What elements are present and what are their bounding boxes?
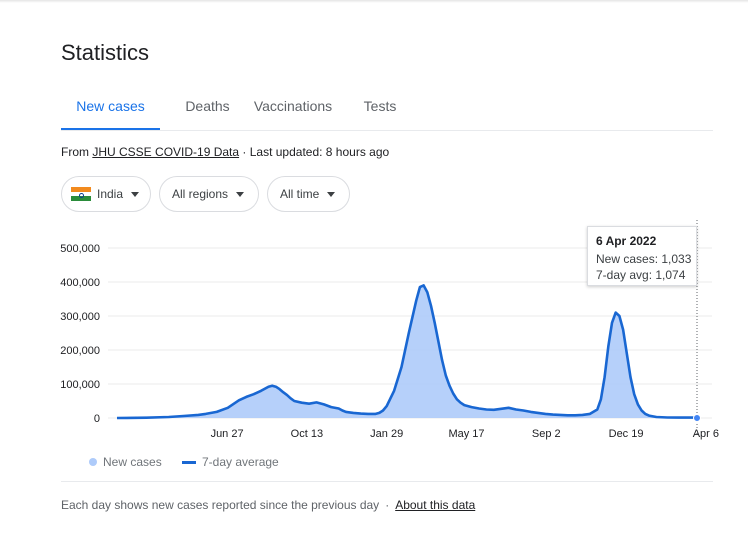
source-link[interactable]: JHU CSSE COVID-19 Data — [92, 145, 240, 159]
last-updated: · Last updated: 8 hours ago — [242, 145, 390, 159]
top-shadow — [0, 0, 748, 3]
y-tick-label: 500,000 — [60, 243, 100, 255]
y-tick-label: 200,000 — [60, 345, 100, 357]
legend-avg: 7-day average — [182, 455, 279, 469]
series-new-cases-area — [117, 285, 697, 418]
chevron-down-icon — [236, 191, 245, 197]
x-tick-label: Jan 29 — [370, 428, 403, 440]
tab-deaths[interactable]: Deaths — [185, 98, 230, 114]
footer-separator: · — [385, 498, 390, 512]
legend-avg-label: 7-day average — [202, 455, 279, 469]
tab-new-cases[interactable]: New cases — [61, 92, 160, 130]
divider — [61, 481, 713, 482]
x-tick-label: Jun 27 — [211, 428, 244, 440]
region-dropdown[interactable]: All regions — [159, 176, 259, 212]
legend-line-icon — [182, 460, 196, 464]
legend-new-cases-label: New cases — [103, 455, 162, 469]
india-flag-icon — [71, 187, 91, 201]
y-tick-label: 0 — [94, 413, 100, 425]
legend-new-cases: New cases — [89, 455, 162, 469]
tab-vaccinations[interactable]: Vaccinations — [253, 98, 333, 114]
x-tick-label: Dec 19 — [609, 428, 644, 440]
hover-point — [693, 414, 701, 422]
source-line: From JHU CSSE COVID-19 Data · Last updat… — [61, 145, 389, 159]
chevron-down-icon — [327, 191, 336, 197]
country-dropdown[interactable]: India — [61, 176, 151, 212]
tooltip-avg: 7-day avg: 1,074 — [596, 268, 686, 282]
x-tick-label: Apr 6 — [693, 428, 719, 440]
x-tick-label: Oct 13 — [291, 428, 323, 440]
y-tick-label: 300,000 — [60, 311, 100, 323]
time-label: All time — [280, 187, 320, 201]
x-tick-label: May 17 — [448, 428, 484, 440]
tab-tests[interactable]: Tests — [363, 98, 397, 114]
y-tick-label: 400,000 — [60, 277, 100, 289]
page-title: Statistics — [61, 40, 150, 65]
tooltip-new-cases: New cases: 1,033 — [596, 252, 692, 266]
cases-chart[interactable]: 500,000 400,000 300,000 200,000 100,000 0 Jun … — [0, 220, 748, 450]
footer: Each day shows new cases reported since … — [61, 498, 475, 512]
country-label: India — [97, 187, 124, 201]
x-tick-label: Sep 2 — [532, 428, 561, 440]
legend-dot-icon — [89, 458, 97, 466]
chevron-down-icon — [131, 191, 140, 197]
source-prefix: From — [61, 145, 89, 159]
footer-note: Each day shows new cases reported since … — [61, 498, 380, 512]
chart-tooltip: 6 Apr 2022 New cases: 1,033 7-day avg: 1… — [587, 226, 697, 286]
series-7day-avg-line — [116, 284, 697, 420]
region-label: All regions — [172, 187, 229, 201]
about-data-link[interactable]: About this data — [395, 498, 476, 512]
y-tick-label: 100,000 — [60, 379, 100, 391]
time-dropdown[interactable]: All time — [267, 176, 350, 212]
tab-bar: New cases Deaths Vaccinations Tests — [61, 92, 713, 131]
tooltip-date: 6 Apr 2022 — [596, 234, 657, 248]
